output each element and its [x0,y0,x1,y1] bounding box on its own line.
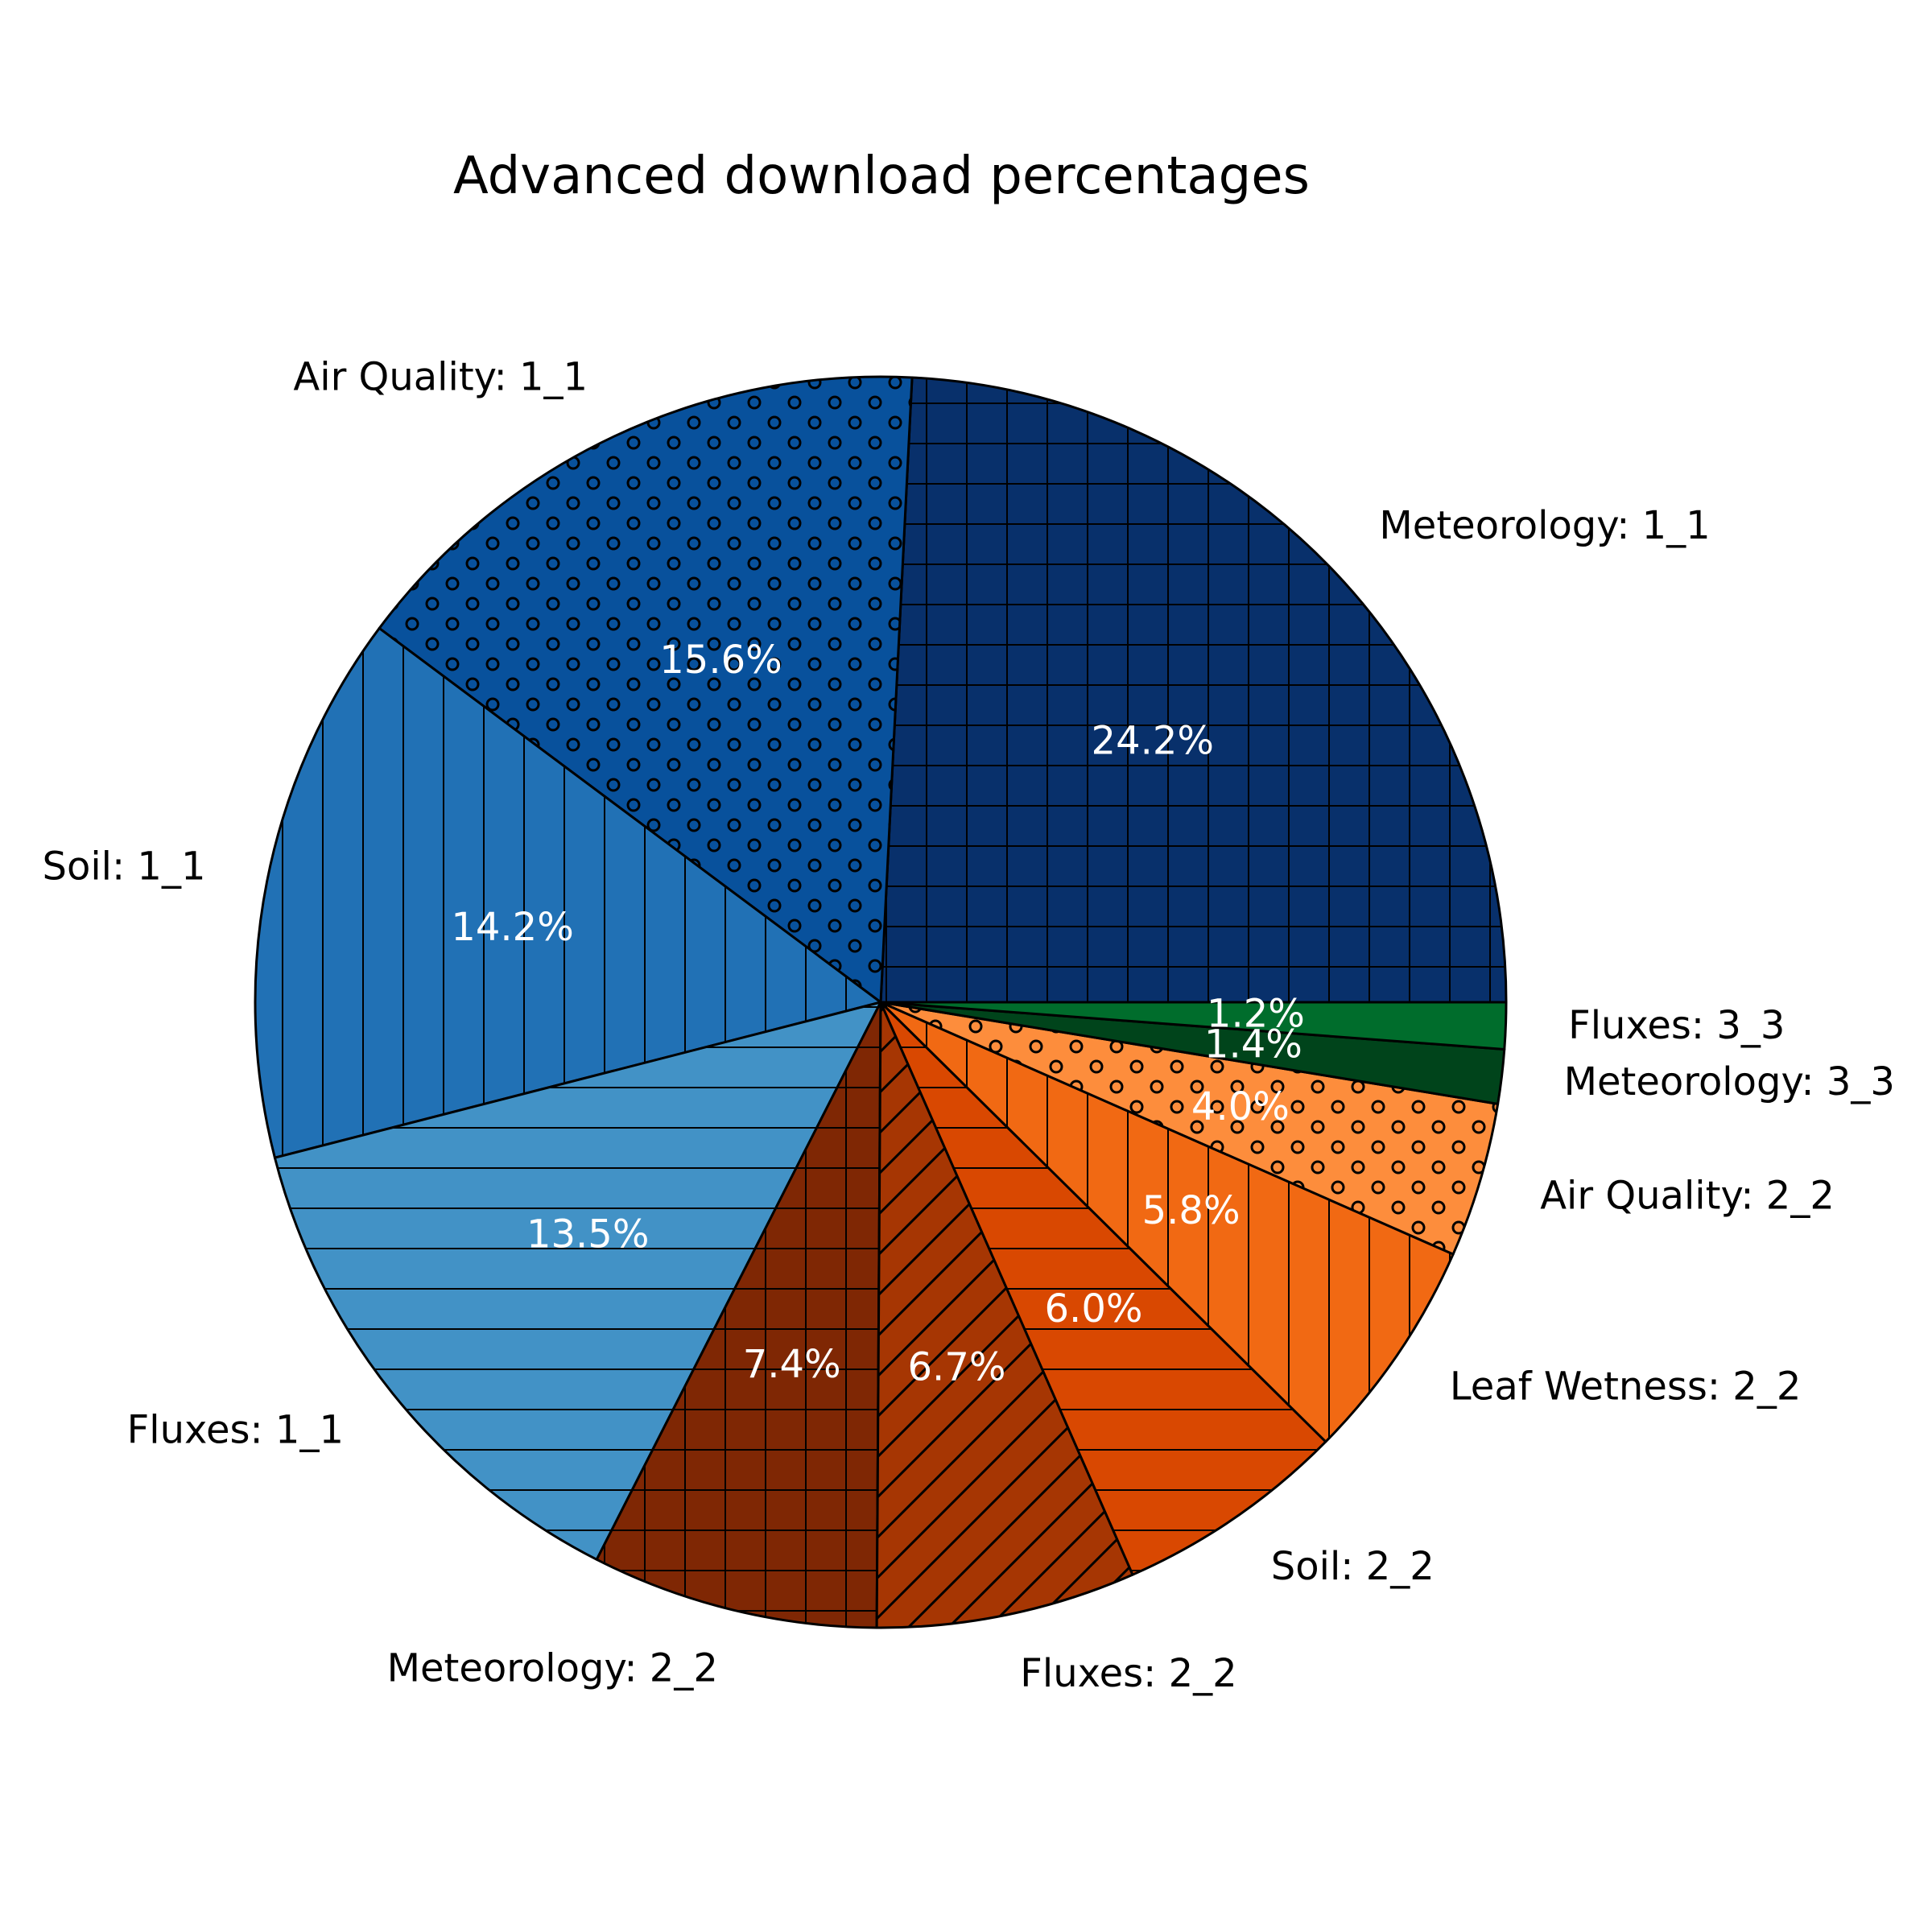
percentage-label: 13.5% [526,1212,649,1257]
slice-label: Soil: 2_2 [1271,1544,1435,1589]
slices-layer [254,375,1508,1629]
pie-slice [875,1001,1134,1629]
slice-label: Fluxes: 1_1 [127,1407,344,1452]
pie-slice [879,1001,1508,1051]
slice-label: Soil: 1_1 [42,844,205,890]
percentage-label: 15.6% [659,638,782,683]
chart-title: Advanced download percentages [453,147,1310,206]
slice-label: Meteorology: 3_3 [1564,1059,1895,1104]
slice-label: Air Quality: 1_1 [293,355,588,400]
slice-label: Fluxes: 3_3 [1568,1003,1785,1048]
percentage-label: 14.2% [451,905,573,950]
pie-slice [879,376,1508,1004]
percentage-label: 7.4% [743,1342,841,1387]
pie-slice [378,375,914,1004]
pie-slice [879,1001,1500,1256]
pie-slice [254,626,882,1159]
slice-label: Fluxes: 2_2 [1020,1651,1236,1696]
percentage-label: 6.0% [1045,1286,1143,1331]
percentage-label: 1.4% [1204,1022,1302,1067]
slice-label: Meteorology: 1_1 [1379,503,1710,548]
slice-label: Meteorology: 2_2 [387,1646,718,1691]
percentage-label: 1.2% [1207,992,1305,1037]
percentage-label: 24.2% [1092,719,1214,764]
pie-slice [595,1001,882,1629]
slice-label: Leaf Wetness: 2_2 [1450,1364,1801,1409]
percentage-label: 4.0% [1191,1084,1290,1129]
percentage-label: 6.7% [908,1345,1006,1390]
percentage-label: 5.8% [1142,1188,1241,1233]
pie-slice [273,1001,882,1561]
labels-layer: Meteorology: 1_1 24.2% Air Quality: 1_1 15.… [42,355,1894,1696]
pie-slice [879,1001,1455,1443]
slice-label: Air Quality: 2_2 [1540,1174,1835,1219]
pie-slice [879,1001,1327,1576]
